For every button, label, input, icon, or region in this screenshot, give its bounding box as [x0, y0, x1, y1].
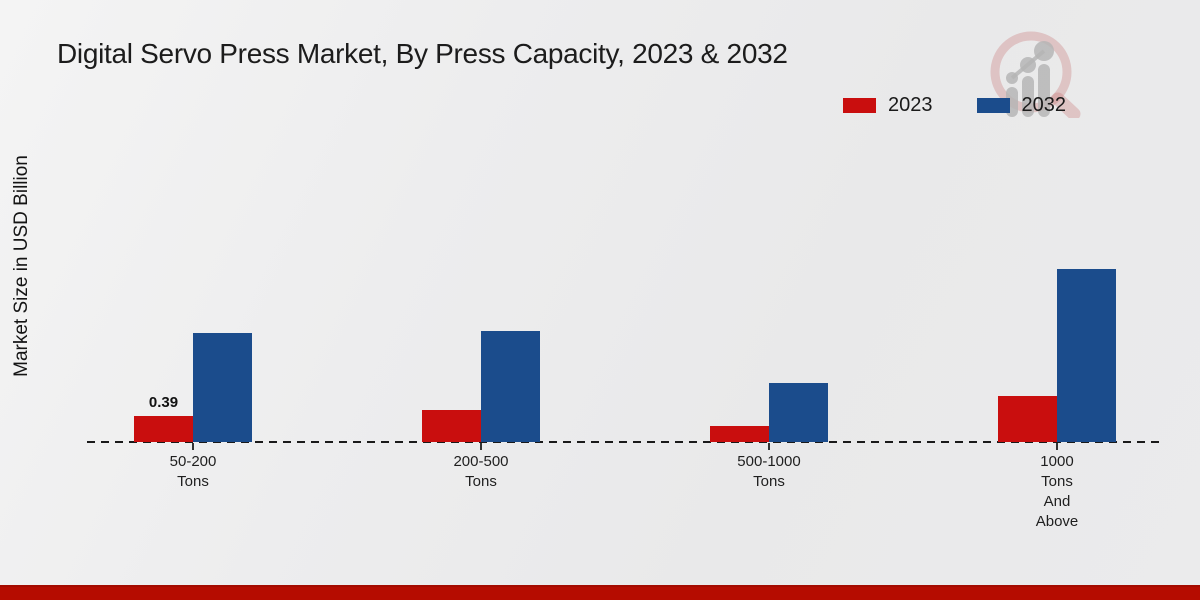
- bar-2032-50-200-tons: [193, 333, 252, 442]
- legend-item-2032: 2032: [976, 94, 1067, 117]
- bar-2023-200-500-tons: [422, 410, 481, 442]
- x-axis-baseline: [87, 441, 1163, 443]
- x-tick-label: 200-500 Tons: [453, 453, 509, 490]
- bar-2032-200-500-tons: [481, 331, 540, 442]
- x-tick-label: 50-200 Tons: [169, 453, 217, 490]
- magnifier-bar-chart-logo: [986, 26, 1084, 121]
- bar-2023-50-200-tons: [134, 416, 193, 442]
- legend-swatch-2032-icon: [976, 98, 1010, 113]
- x-axis-tick: [480, 443, 482, 450]
- chart-title: Digital Servo Press Market, By Press Cap…: [57, 38, 788, 69]
- x-tick-label: 1000 Tons And Above: [1035, 453, 1079, 530]
- bar-2032-1000-tons-and-above: [1057, 269, 1116, 442]
- x-axis-tick: [192, 443, 194, 450]
- bar-value-label: 0.39: [148, 394, 179, 411]
- x-axis-tick: [1056, 443, 1058, 450]
- legend: 2023 2032: [843, 94, 1066, 117]
- legend-item-2023: 2023: [843, 94, 933, 117]
- legend-label-2032: 2032: [1021, 94, 1067, 116]
- x-tick-label: 500-1000 Tons: [737, 453, 801, 490]
- legend-label-2023: 2023: [888, 94, 933, 116]
- bar-2023-1000-tons-and-above: [998, 396, 1057, 442]
- bar-2032-500-1000-tons: [769, 383, 828, 442]
- legend-swatch-2023-icon: [843, 98, 876, 113]
- x-axis-tick: [768, 443, 770, 450]
- bar-2023-500-1000-tons: [710, 426, 769, 442]
- footer-red-strip: [0, 585, 1200, 600]
